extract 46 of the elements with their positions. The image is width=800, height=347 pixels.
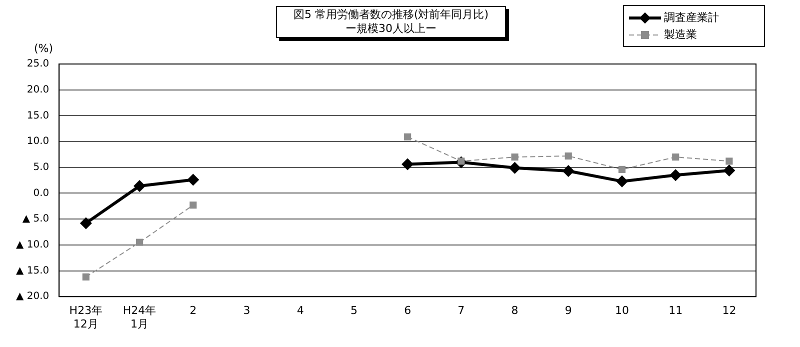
y-tick-label: ▲ 15.0: [16, 265, 50, 276]
x-tick-label: 11: [668, 304, 683, 318]
point: [508, 162, 521, 174]
point: [670, 169, 682, 182]
point: [723, 164, 736, 176]
point: [672, 154, 680, 161]
y-tick-label: 10.0: [26, 136, 50, 148]
x-tick-label: 9: [564, 304, 572, 318]
y-tick-label: 20.0: [26, 84, 50, 96]
y-tick-label: 5.0: [33, 162, 50, 173]
y-tick-label: 25.0: [26, 58, 50, 70]
y-axis-title: (%): [34, 42, 54, 55]
x-tick-label: 6: [404, 304, 412, 318]
legend-label: 調査産業計: [664, 10, 719, 25]
y-tick-label: ▲ 10.0: [16, 240, 50, 251]
x-tick-label: 8: [511, 304, 518, 318]
point: [134, 180, 146, 192]
point: [564, 152, 572, 160]
y-tick-label: ▲ 5.0: [22, 214, 50, 225]
chart-subtitle: ー規模30人以上ー: [344, 22, 438, 36]
chart-title: 図5 常用労働者数の推移(対前年同月比): [292, 8, 490, 22]
x-tick-label: H23年 12月: [69, 304, 103, 330]
point: [187, 174, 200, 186]
x-tick-label: 10: [614, 304, 629, 318]
point: [511, 154, 518, 161]
legend-label: 製造業: [664, 27, 697, 42]
point: [618, 166, 626, 173]
x-tick-label: 2: [190, 304, 197, 318]
point: [80, 217, 92, 230]
x-tick-label: 5: [350, 304, 358, 318]
point: [726, 158, 733, 165]
point: [82, 273, 90, 280]
x-tick-label: H24年 1月: [122, 304, 156, 330]
y-tick-label: ▲ 20.0: [16, 291, 50, 302]
point: [404, 133, 412, 140]
x-tick-label: 12: [722, 304, 736, 318]
point: [136, 238, 144, 246]
y-tick-label: 0.0: [33, 188, 50, 199]
x-tick-label: 4: [296, 304, 304, 318]
y-tick-label: 15.0: [26, 110, 50, 122]
point: [402, 158, 414, 170]
x-tick-label: 7: [458, 304, 465, 318]
x-tick-label: 3: [243, 304, 250, 318]
point: [616, 175, 628, 188]
point: [190, 202, 197, 209]
point: [562, 164, 574, 177]
